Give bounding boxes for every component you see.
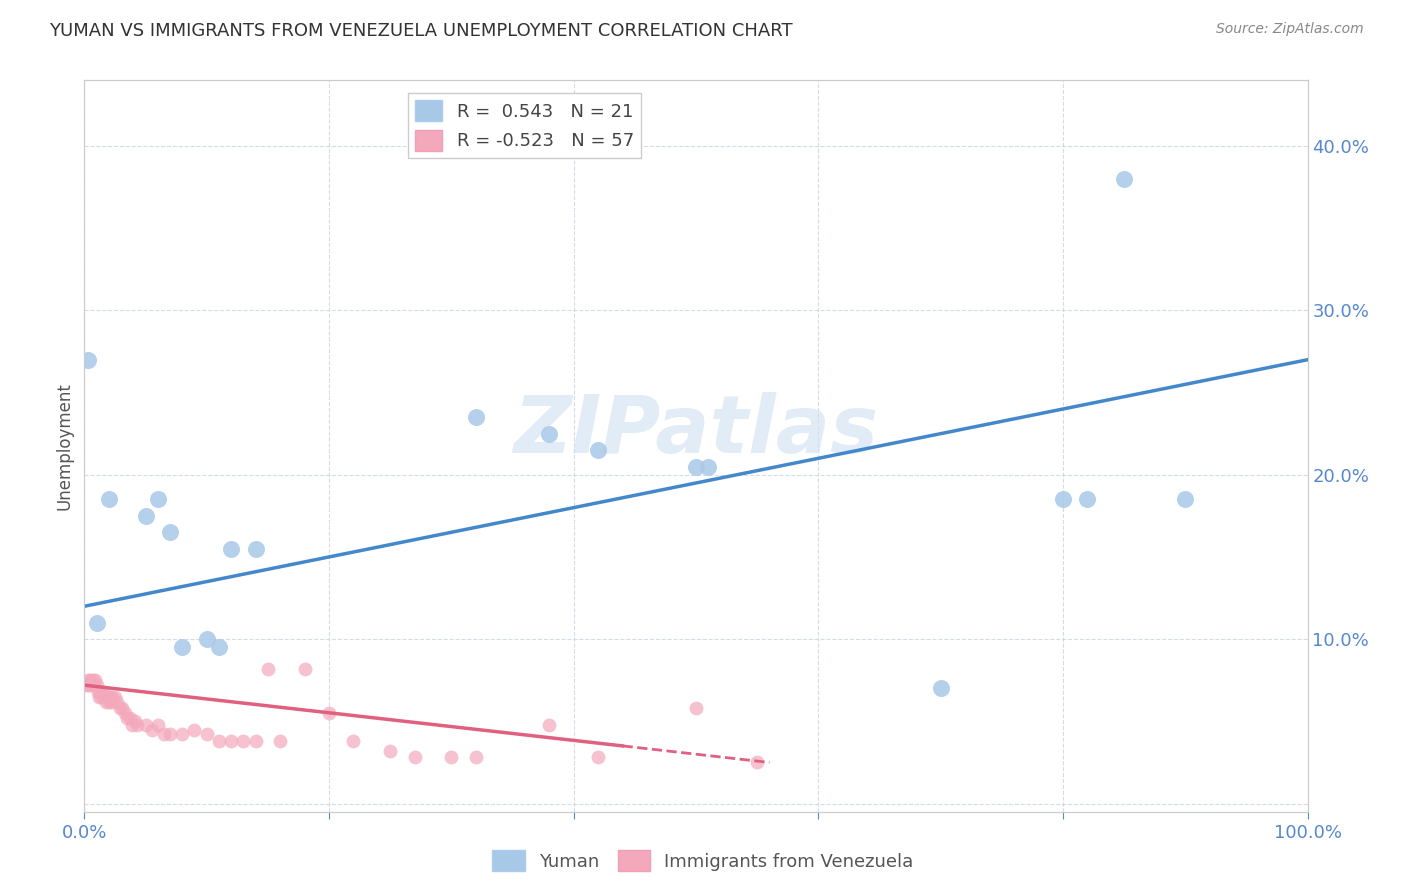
Point bbox=[94, 690, 117, 704]
Point bbox=[77, 352, 100, 367]
Point bbox=[586, 750, 609, 764]
Point bbox=[440, 750, 463, 764]
Point bbox=[111, 701, 134, 715]
Point bbox=[76, 678, 98, 692]
Point bbox=[245, 541, 267, 556]
Point bbox=[87, 690, 110, 704]
Point bbox=[104, 690, 127, 704]
Point bbox=[98, 690, 121, 704]
Point bbox=[86, 615, 108, 630]
Point bbox=[90, 690, 112, 704]
Point bbox=[101, 690, 124, 704]
Point bbox=[159, 525, 181, 540]
Point bbox=[269, 734, 291, 748]
Point bbox=[697, 459, 720, 474]
Point bbox=[97, 492, 120, 507]
Point bbox=[404, 750, 426, 764]
Point bbox=[146, 492, 169, 507]
Legend: R =  0.543   N = 21, R = -0.523   N = 57: R = 0.543 N = 21, R = -0.523 N = 57 bbox=[408, 93, 641, 158]
Point bbox=[195, 727, 218, 741]
Point bbox=[929, 681, 952, 696]
Legend: Yuman, Immigrants from Venezuela: Yuman, Immigrants from Venezuela bbox=[485, 843, 921, 879]
Point bbox=[1076, 492, 1098, 507]
Point bbox=[1052, 492, 1074, 507]
Point bbox=[124, 714, 146, 729]
Point bbox=[172, 727, 194, 741]
Point bbox=[125, 717, 148, 731]
Point bbox=[118, 711, 141, 725]
Point bbox=[77, 678, 100, 692]
Point bbox=[195, 632, 218, 647]
Point bbox=[89, 684, 111, 698]
Point bbox=[208, 734, 231, 748]
Point bbox=[208, 640, 231, 655]
Text: ZIPatlas: ZIPatlas bbox=[513, 392, 879, 470]
Point bbox=[342, 734, 364, 748]
Point bbox=[83, 678, 105, 692]
Point bbox=[135, 717, 157, 731]
Point bbox=[96, 695, 118, 709]
Point bbox=[219, 734, 242, 748]
Point bbox=[538, 426, 561, 441]
Point bbox=[79, 673, 101, 688]
Text: YUMAN VS IMMIGRANTS FROM VENEZUELA UNEMPLOYMENT CORRELATION CHART: YUMAN VS IMMIGRANTS FROM VENEZUELA UNEMP… bbox=[49, 22, 793, 40]
Point bbox=[1174, 492, 1197, 507]
Point bbox=[747, 756, 769, 770]
Point bbox=[91, 684, 114, 698]
Point bbox=[172, 640, 194, 655]
Point bbox=[114, 706, 136, 720]
Point bbox=[257, 662, 280, 676]
Point bbox=[219, 541, 242, 556]
Point bbox=[105, 695, 128, 709]
Point bbox=[86, 678, 108, 692]
Y-axis label: Unemployment: Unemployment bbox=[55, 382, 73, 510]
Point bbox=[100, 695, 122, 709]
Point bbox=[380, 744, 402, 758]
Point bbox=[586, 443, 609, 458]
Point bbox=[77, 673, 100, 688]
Point bbox=[97, 695, 120, 709]
Point bbox=[685, 701, 707, 715]
Point bbox=[538, 717, 561, 731]
Point bbox=[93, 690, 115, 704]
Point bbox=[1114, 172, 1136, 186]
Point bbox=[464, 410, 486, 425]
Point bbox=[97, 690, 120, 704]
Point bbox=[84, 673, 107, 688]
Point bbox=[685, 459, 707, 474]
Point bbox=[245, 734, 267, 748]
Point bbox=[146, 717, 169, 731]
Point bbox=[183, 723, 205, 737]
Point bbox=[82, 673, 104, 688]
Point bbox=[108, 701, 131, 715]
Point bbox=[232, 734, 254, 748]
Point bbox=[159, 727, 181, 741]
Point bbox=[80, 678, 103, 692]
Text: Source: ZipAtlas.com: Source: ZipAtlas.com bbox=[1216, 22, 1364, 37]
Point bbox=[294, 662, 316, 676]
Point bbox=[87, 684, 110, 698]
Point bbox=[115, 711, 138, 725]
Point bbox=[121, 717, 143, 731]
Point bbox=[141, 723, 163, 737]
Point bbox=[153, 727, 176, 741]
Point bbox=[135, 508, 157, 523]
Point bbox=[464, 750, 486, 764]
Point bbox=[318, 706, 340, 720]
